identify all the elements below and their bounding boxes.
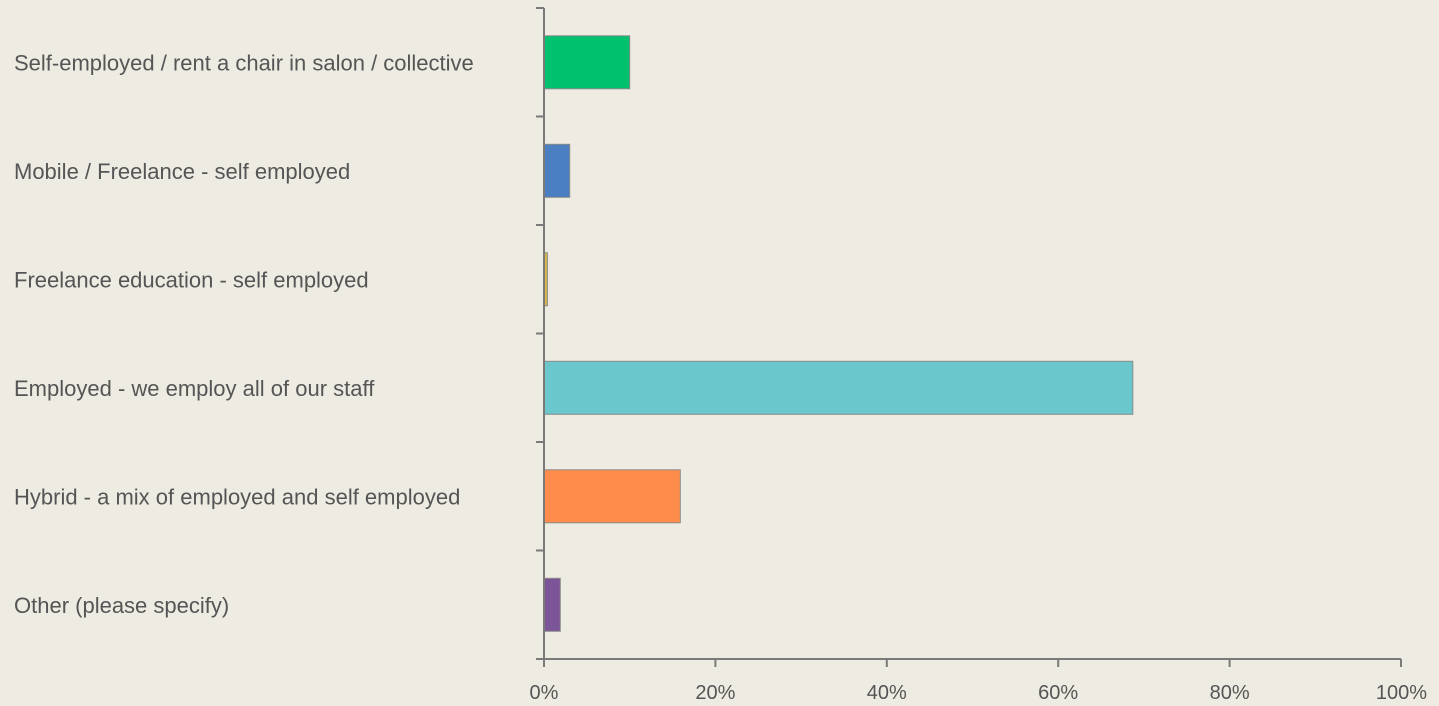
y-axis <box>536 7 545 660</box>
bars-group <box>543 35 1134 632</box>
category-labels: Self-employed / rent a chair in salon / … <box>14 50 474 618</box>
x-tick-label-4: 80% <box>1210 682 1250 704</box>
x-tick-label-2: 40% <box>867 682 907 704</box>
category-label-4: Employed - we employ all of our staff <box>14 376 375 401</box>
x-axis: 0% 20% 40% 60% 80% 100% <box>530 658 1427 704</box>
x-tick-label-3: 60% <box>1038 682 1078 704</box>
bar-2 <box>543 143 571 198</box>
category-label-5: Hybrid - a mix of employed and self empl… <box>14 484 460 509</box>
bar-1 <box>543 35 631 90</box>
x-tick-label-5: 100% <box>1376 682 1427 704</box>
category-label-1: Self-employed / rent a chair in salon / … <box>14 50 474 75</box>
category-label-6: Other (please specify) <box>14 593 229 618</box>
x-tick-label-1: 20% <box>695 682 735 704</box>
bar-4 <box>543 360 1134 415</box>
category-label-3: Freelance education - self employed <box>14 267 369 292</box>
bar-5 <box>543 469 681 524</box>
x-tick-label-0: 0% <box>530 682 559 704</box>
category-label-2: Mobile / Freelance - self employed <box>14 159 350 184</box>
bar-6 <box>543 577 561 632</box>
